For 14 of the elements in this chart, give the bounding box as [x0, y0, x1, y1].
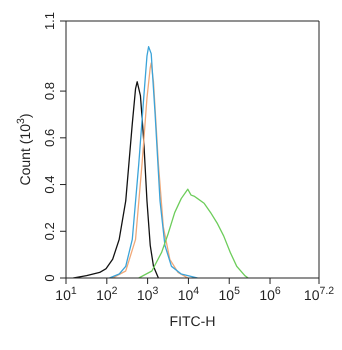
x-tick-label: 10$^{1}$ — [55, 285, 77, 303]
y-tick-label: 0.8 — [42, 82, 57, 100]
y-tick-label: 1.1 — [42, 12, 57, 30]
x-tick-label: 10$^{7.2}$ — [304, 285, 334, 303]
x-tick-label: 10$^{2}$ — [96, 285, 118, 303]
x-tick-label: 10$^{6}$ — [259, 285, 281, 303]
y-tick-label: 0.2 — [42, 222, 57, 240]
x-tick-label: 10$^{5}$ — [218, 285, 240, 303]
y-tick-label: 0.6 — [42, 128, 57, 147]
x-tick-label: 10$^{4}$ — [178, 285, 200, 303]
x-axis-title: FITC-H — [170, 313, 216, 329]
x-tick-label: 10$^{3}$ — [136, 285, 158, 303]
y-tick-label: 0 — [42, 274, 57, 282]
y-tick-label: 0.4 — [42, 176, 57, 194]
